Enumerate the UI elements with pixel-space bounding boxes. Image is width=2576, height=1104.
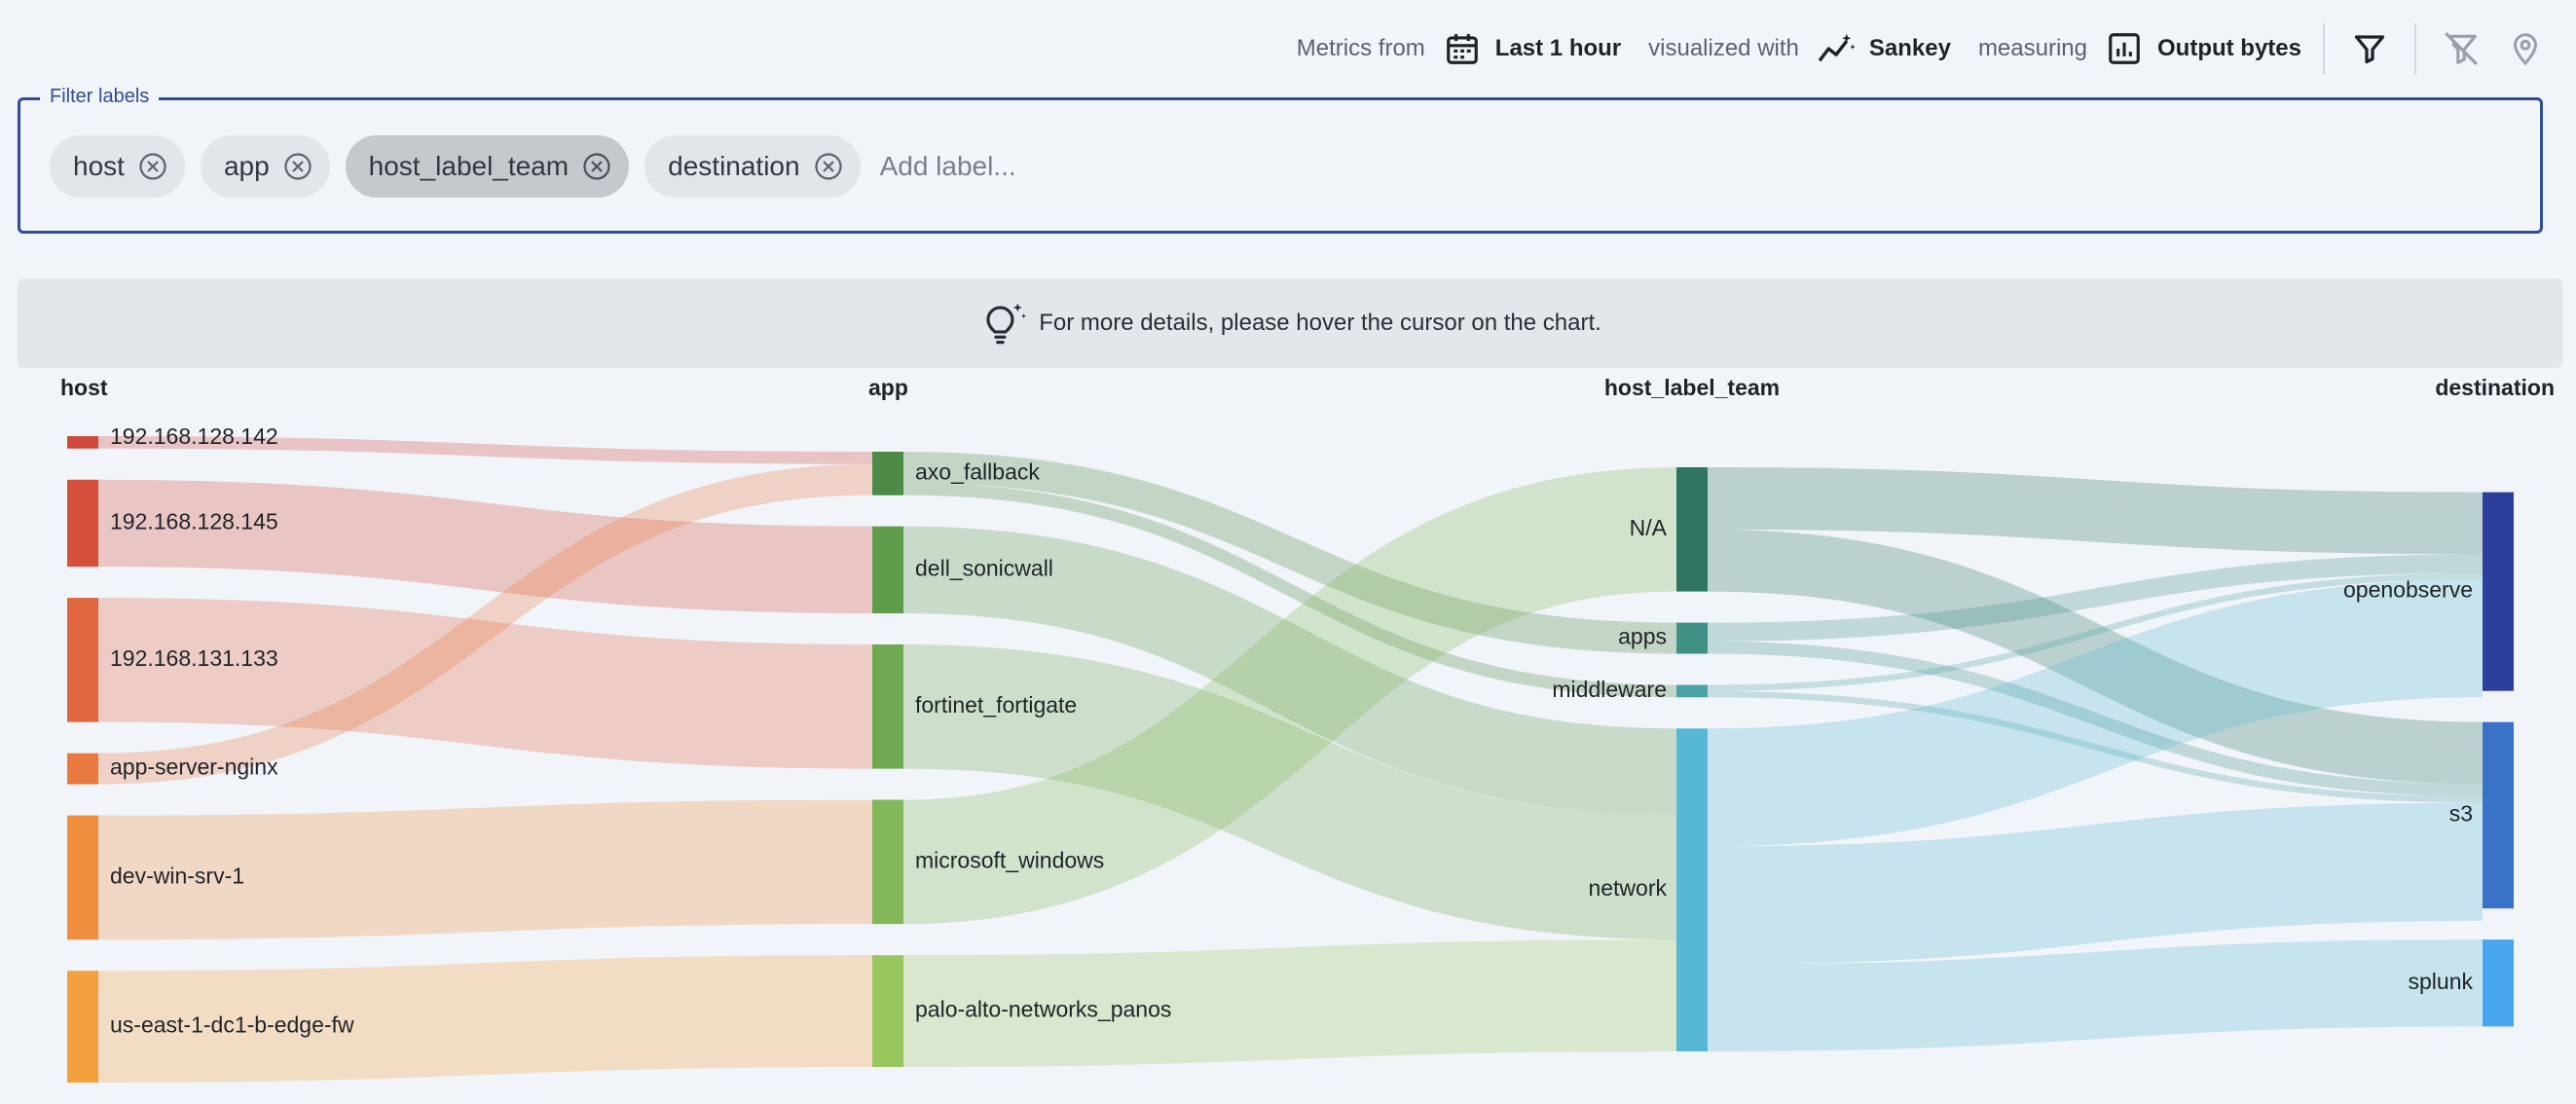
trend-icon[interactable] — [1817, 29, 1856, 68]
calendar-icon[interactable] — [1443, 29, 1482, 68]
bar-chart-icon[interactable] — [2105, 29, 2144, 68]
sankey-node[interactable] — [67, 479, 98, 568]
label-chip-destination[interactable]: destination — [644, 135, 861, 198]
sankey-node-label: microsoft_windows — [915, 847, 1104, 872]
sankey-node-label: splunk — [2409, 969, 2474, 994]
filter-icon[interactable] — [2346, 25, 2393, 72]
measure-selector[interactable]: Output bytes — [2157, 35, 2301, 61]
sankey-node[interactable] — [1676, 684, 1708, 698]
sankey-node-label: 192.168.128.142 — [110, 423, 278, 449]
time-range-selector[interactable]: Last 1 hour — [1494, 35, 1622, 61]
sankey-node[interactable] — [872, 799, 903, 925]
sankey-node[interactable] — [67, 971, 98, 1083]
column-header-host: host — [60, 375, 108, 400]
close-icon[interactable] — [138, 152, 167, 181]
chip-label: host — [73, 151, 125, 181]
toolbar-divider — [2414, 23, 2416, 74]
column-header-host-label-team: host_label_team — [1604, 375, 1780, 400]
label-chip-app[interactable]: app — [200, 135, 330, 198]
sankey-node-label: network — [1588, 875, 1667, 901]
close-icon[interactable] — [582, 152, 611, 181]
sankey-link[interactable] — [902, 939, 1677, 1067]
label-chip-host[interactable]: host — [50, 135, 185, 198]
sankey-link[interactable] — [1707, 578, 2484, 847]
sankey-link[interactable] — [1707, 554, 2484, 642]
chip-label: destination — [668, 151, 800, 181]
sankey-link[interactable] — [97, 598, 873, 769]
visualized-with-label: visualized with — [1648, 35, 1799, 61]
label-chip-list: host app host_label_team destination — [50, 135, 1466, 198]
metrics-from-label: Metrics from — [1296, 35, 1425, 61]
column-header-destination: destination — [2435, 375, 2555, 400]
toolbar: Metrics from Last 1 hour visualized with… — [1297, 18, 2549, 80]
chip-label: app — [223, 151, 270, 181]
sankey-link[interactable] — [97, 955, 873, 1083]
sankey-link[interactable] — [1707, 467, 2484, 555]
sankey-node-label: 192.168.128.145 — [110, 508, 278, 534]
sankey-node[interactable] — [1676, 622, 1708, 654]
sankey-link[interactable] — [902, 466, 1677, 925]
measuring-label: measuring — [1977, 35, 2087, 61]
sankey-node-label: 192.168.131.133 — [110, 645, 278, 671]
filter-labels-field[interactable]: Filter labels host app host_label_team d… — [18, 86, 2543, 234]
sankey-link[interactable] — [1707, 529, 2484, 785]
sankey-link[interactable] — [902, 526, 1677, 816]
sankey-node-label: N/A — [1630, 515, 1668, 540]
hint-text: For more details, please hover the curso… — [1039, 310, 1601, 336]
sankey-link[interactable] — [902, 482, 1677, 698]
sankey-node-label: palo-alto-networks_panos — [915, 997, 1171, 1022]
sankey-node[interactable] — [872, 955, 903, 1067]
sankey-chart[interactable]: host app host_label_team destination 192.168… — [0, 370, 2576, 1104]
sankey-node-label: openobserve — [2343, 577, 2473, 603]
sankey-node[interactable] — [2483, 492, 2514, 691]
sankey-node[interactable] — [1676, 467, 1708, 592]
hint-banner: For more details, please hover the curso… — [18, 278, 2562, 368]
sankey-link[interactable] — [97, 799, 873, 940]
sankey-link[interactable] — [1707, 690, 2484, 803]
sankey-node[interactable] — [872, 526, 903, 613]
location-pin-icon[interactable] — [2502, 25, 2549, 72]
sankey-link[interactable] — [97, 479, 873, 613]
sankey-link[interactable] — [97, 435, 873, 464]
sankey-node-label: axo_fallback — [915, 459, 1040, 484]
chip-label: host_label_team — [368, 151, 570, 181]
sankey-link[interactable] — [1707, 939, 2484, 1052]
chart-type-selector[interactable]: Sankey — [1868, 35, 1951, 61]
sankey-link[interactable] — [902, 644, 1677, 940]
sankey-node[interactable] — [67, 815, 98, 940]
sankey-link[interactable] — [902, 452, 1677, 654]
sankey-node-label: dell_sonicwall — [915, 555, 1053, 580]
sankey-node[interactable] — [67, 598, 98, 722]
sankey-node[interactable] — [872, 644, 903, 769]
toolbar-divider — [2323, 23, 2325, 74]
filter-off-icon[interactable] — [2438, 25, 2484, 72]
sankey-node-label: dev-win-srv-1 — [110, 863, 244, 888]
sankey-node-label: middleware — [1552, 677, 1667, 702]
sankey-node[interactable] — [872, 452, 903, 496]
sankey-link[interactable] — [1707, 641, 2484, 797]
sankey-node-label: apps — [1618, 624, 1667, 649]
sankey-node[interactable] — [2483, 721, 2514, 909]
sankey-node-label: app-server-nginx — [110, 754, 278, 780]
lightbulb-icon — [978, 298, 1029, 349]
label-chip-host-label-team[interactable]: host_label_team — [345, 135, 630, 198]
sankey-node[interactable] — [67, 753, 98, 785]
sankey-node[interactable] — [2483, 939, 2514, 1027]
sankey-node[interactable] — [1676, 728, 1708, 1051]
close-icon[interactable] — [283, 152, 313, 181]
sankey-node-label: us-east-1-dc1-b-edge-fw — [110, 1012, 354, 1038]
close-icon[interactable] — [814, 152, 843, 181]
sankey-node-label: s3 — [2449, 800, 2473, 826]
sankey-link[interactable] — [97, 463, 873, 785]
add-label-input[interactable] — [877, 136, 1466, 197]
sankey-node[interactable] — [67, 436, 98, 449]
sankey-node-label: fortinet_fortigate — [915, 692, 1077, 718]
sankey-link[interactable] — [1707, 802, 2484, 965]
column-header-app: app — [868, 375, 908, 400]
sankey-link[interactable] — [1707, 572, 2484, 691]
filter-labels-legend: Filter labels — [40, 86, 160, 108]
